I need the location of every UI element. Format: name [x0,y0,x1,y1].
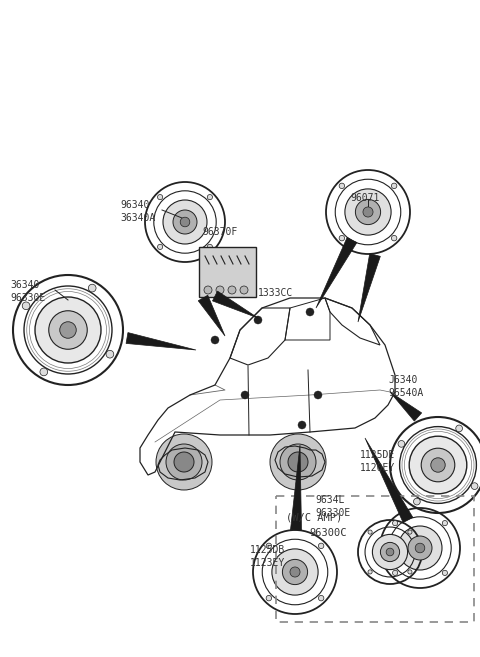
Circle shape [204,286,212,294]
Text: 9634L
96330E: 9634L 96330E [315,495,350,518]
Circle shape [391,183,397,189]
Polygon shape [198,295,225,336]
Circle shape [298,421,306,429]
Circle shape [408,570,412,574]
Circle shape [318,595,324,601]
Circle shape [355,200,381,225]
Circle shape [156,434,212,490]
Circle shape [421,448,455,482]
Circle shape [368,570,372,574]
Circle shape [266,543,272,549]
Circle shape [174,452,194,472]
Text: 96370F: 96370F [202,227,237,237]
Text: 96340
36340A: 96340 36340A [120,200,155,223]
Circle shape [409,436,467,494]
Circle shape [22,302,30,309]
Circle shape [207,244,213,250]
Circle shape [282,559,308,585]
Circle shape [318,543,324,549]
Circle shape [180,217,190,227]
Text: 1125DB
1123EY: 1125DB 1123EY [250,545,285,568]
Circle shape [288,452,308,472]
Circle shape [408,536,432,560]
Circle shape [173,210,197,234]
Circle shape [431,458,445,472]
Text: 1125DE
1120EY: 1125DE 1120EY [360,450,395,473]
Circle shape [442,520,447,526]
FancyBboxPatch shape [199,247,256,297]
Circle shape [106,350,114,358]
Circle shape [35,297,101,363]
Circle shape [413,498,420,505]
Text: J6340
96540A: J6340 96540A [388,375,423,398]
Circle shape [306,308,314,316]
Text: 1333CC: 1333CC [258,288,293,298]
Text: 36340
96330E: 36340 96330E [10,280,45,303]
Circle shape [442,570,447,576]
Polygon shape [213,291,258,318]
Circle shape [266,595,272,601]
Polygon shape [290,445,301,530]
Circle shape [345,189,391,235]
Circle shape [372,534,408,570]
Circle shape [380,543,399,562]
Circle shape [240,286,248,294]
Circle shape [157,244,163,250]
Circle shape [393,520,398,526]
Circle shape [157,194,163,200]
Circle shape [386,548,394,556]
Circle shape [254,316,262,324]
Circle shape [415,543,425,553]
Circle shape [363,207,373,217]
Circle shape [471,483,478,489]
Circle shape [408,530,412,534]
Circle shape [456,425,463,432]
Circle shape [163,200,207,244]
Circle shape [339,235,345,241]
Circle shape [166,444,202,480]
Circle shape [60,322,76,338]
Circle shape [40,368,48,376]
Polygon shape [390,392,421,421]
Circle shape [270,434,326,490]
Circle shape [398,526,442,570]
Circle shape [290,567,300,577]
Circle shape [207,194,213,200]
Circle shape [280,444,316,480]
Circle shape [393,570,398,576]
Text: 96071: 96071 [350,193,379,203]
Circle shape [339,183,345,189]
Circle shape [272,549,318,595]
Text: (W/C AMP): (W/C AMP) [286,512,342,522]
Circle shape [391,235,397,241]
Circle shape [398,441,405,447]
Polygon shape [316,237,357,308]
Polygon shape [365,438,413,522]
Circle shape [368,530,372,534]
Circle shape [211,336,219,344]
Circle shape [241,391,249,399]
Circle shape [228,286,236,294]
Text: 96300C: 96300C [309,528,347,538]
Polygon shape [358,254,380,322]
Circle shape [49,311,87,350]
Circle shape [88,284,96,292]
Polygon shape [126,332,196,350]
Circle shape [216,286,224,294]
Circle shape [314,391,322,399]
